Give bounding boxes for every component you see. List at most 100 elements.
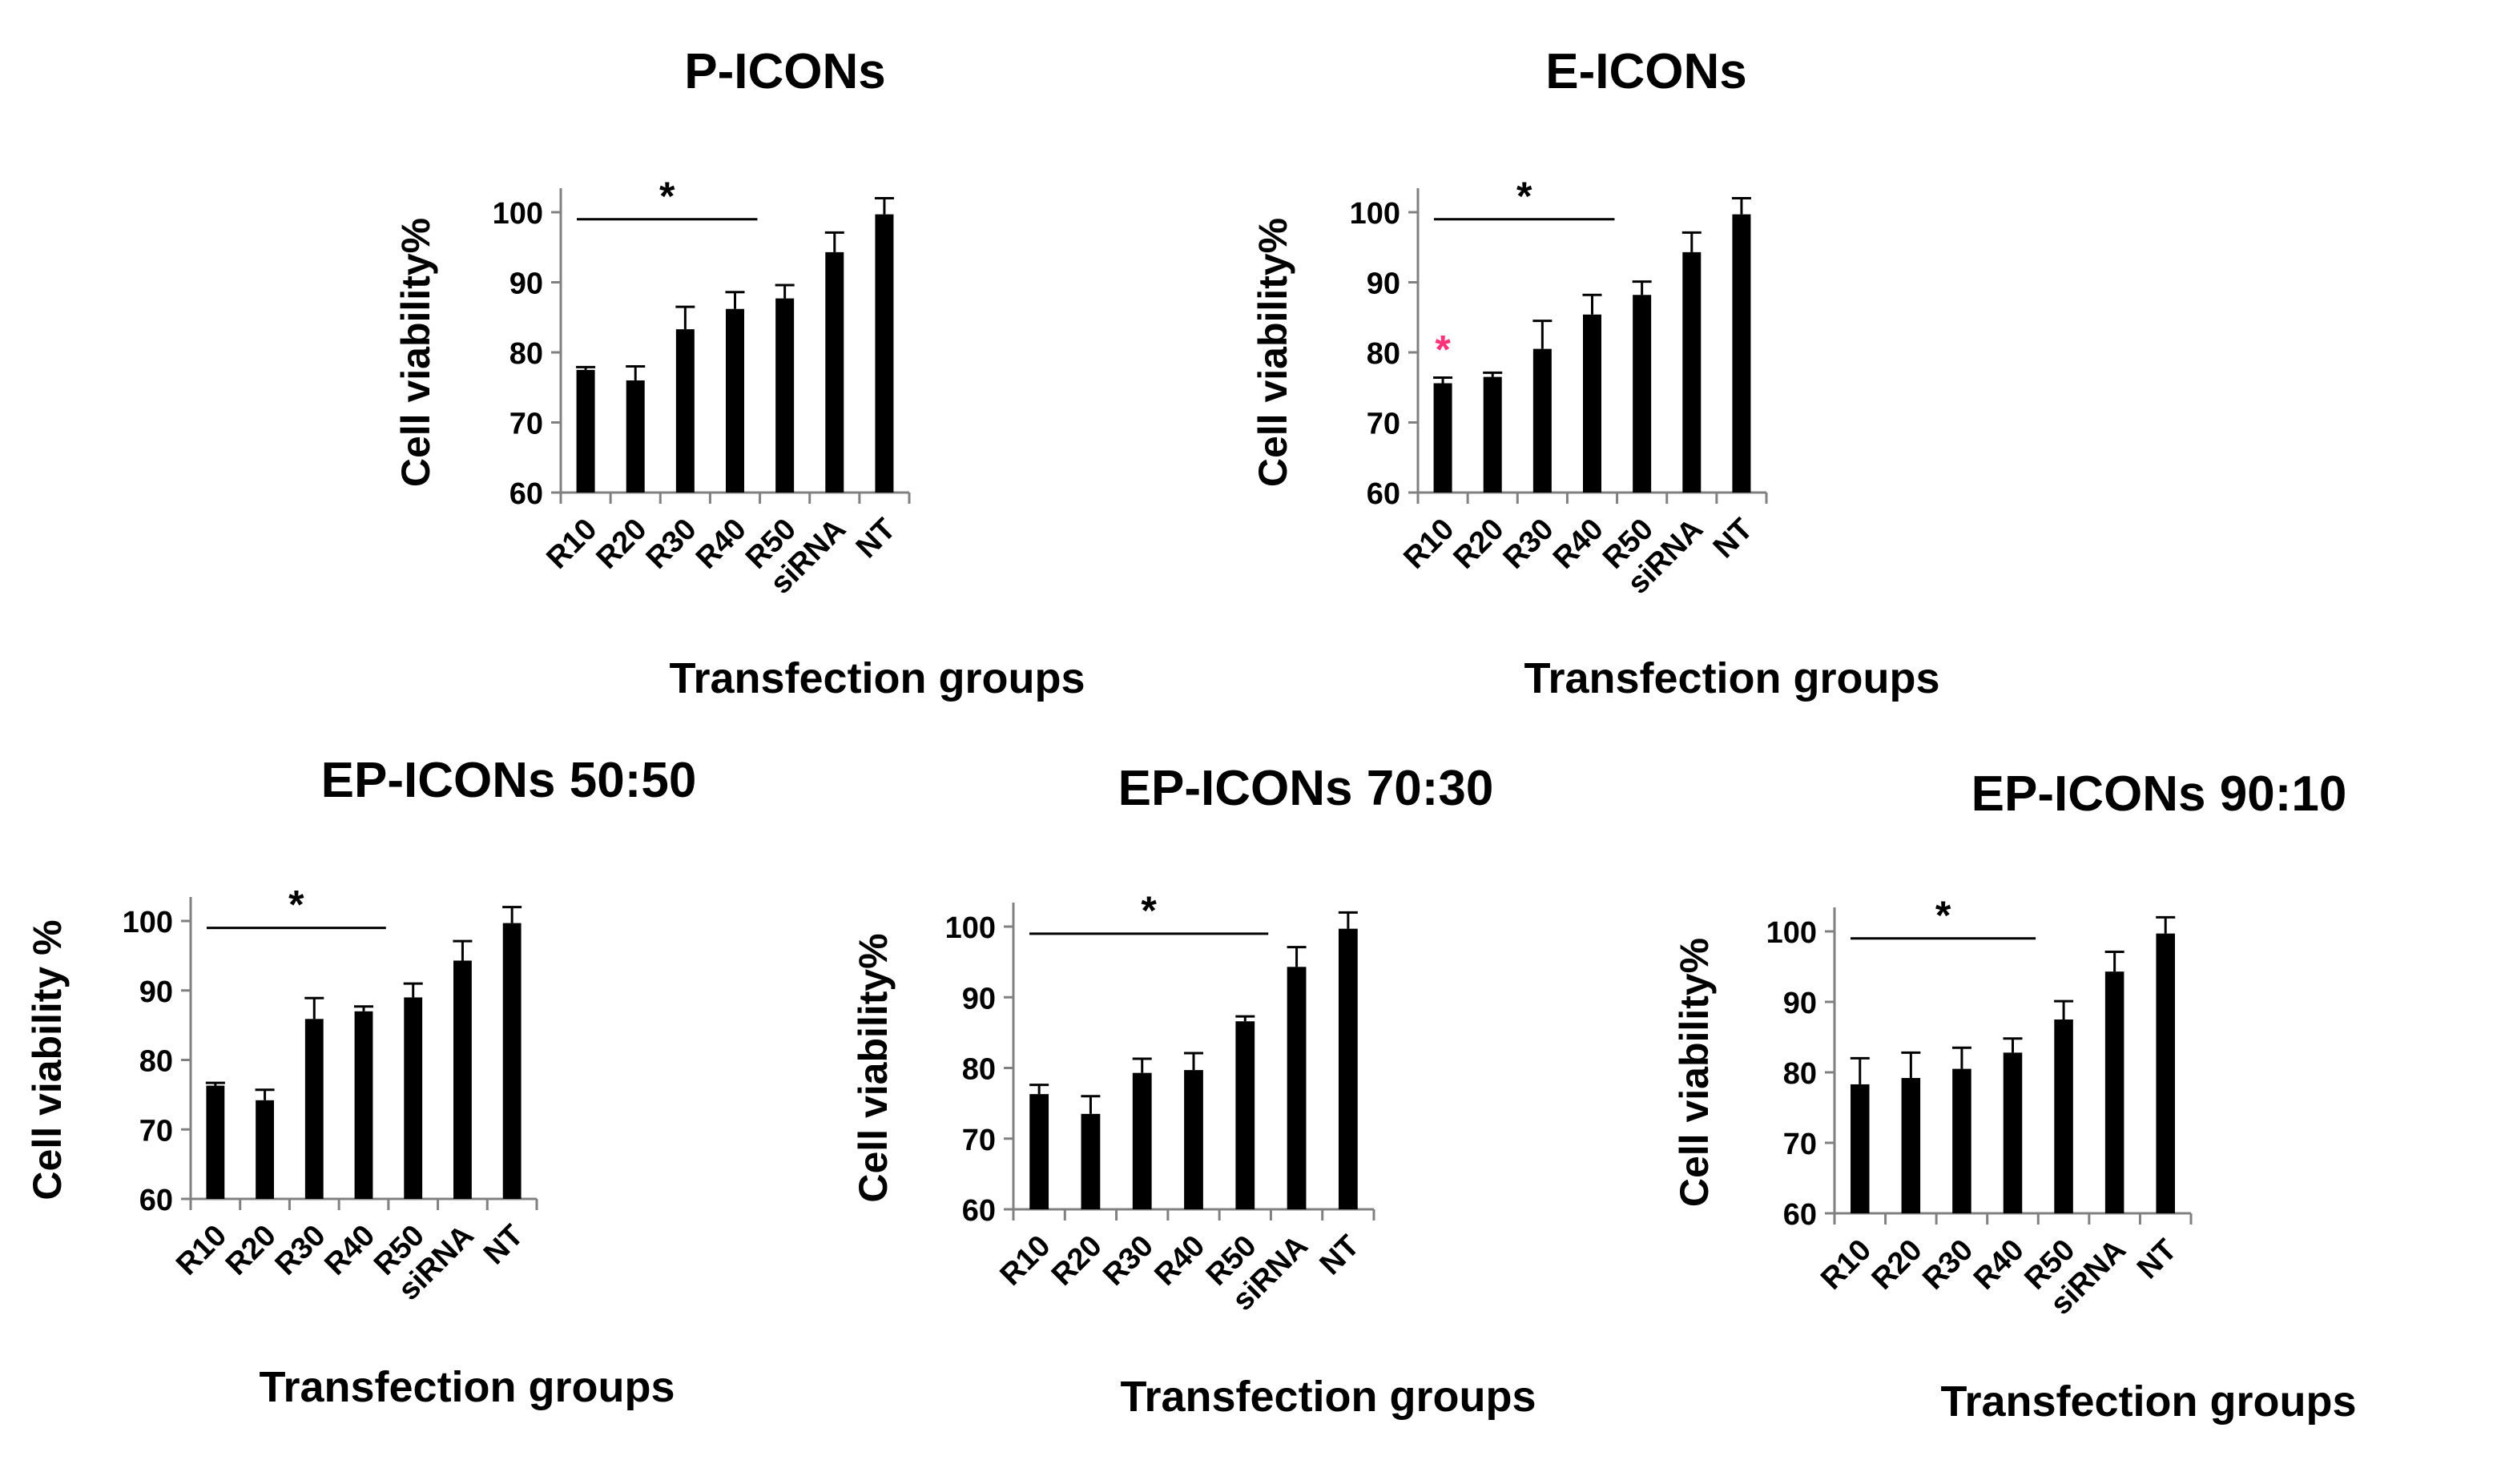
bar bbox=[2156, 933, 2175, 1213]
y-tick-label: 80 bbox=[1367, 337, 1400, 371]
x-tick-label: R40 bbox=[1967, 1233, 2031, 1297]
bar bbox=[2104, 971, 2124, 1213]
chart-title: EP-ICONs 70:30 bbox=[1118, 761, 1494, 816]
x-tick-label: NT bbox=[1314, 1229, 1367, 1282]
chart-title: EP-ICONs 90:10 bbox=[1971, 766, 2347, 822]
bar bbox=[1287, 967, 1307, 1209]
x-tick-label: R40 bbox=[1148, 1229, 1211, 1293]
bar bbox=[1583, 314, 1601, 493]
y-axis-label: Cell viability % bbox=[25, 919, 70, 1200]
bar bbox=[1184, 1070, 1203, 1209]
significance-marker: * bbox=[659, 174, 675, 219]
y-tick-label: 90 bbox=[1367, 267, 1400, 301]
y-axis-label: Cell viability% bbox=[1250, 218, 1295, 487]
y-tick-label: 90 bbox=[962, 982, 996, 1015]
y-tick-label: 80 bbox=[139, 1045, 173, 1079]
x-tick-label: R20 bbox=[219, 1219, 283, 1282]
chart-title: EP-ICONs 50:50 bbox=[321, 753, 697, 808]
panel-ep-icons-90-10: EP-ICONs 90:10 Cell viability% Transfect… bbox=[1672, 766, 2357, 1426]
y-tick-label: 60 bbox=[1367, 477, 1400, 511]
bar bbox=[1633, 295, 1652, 493]
panel-p-icons: P-ICONs Cell viability% Transfection gro… bbox=[393, 44, 1085, 702]
chart-title: E-ICONs bbox=[1545, 44, 1746, 99]
y-tick-label: 70 bbox=[139, 1114, 173, 1148]
x-tick-label: R30 bbox=[1916, 1233, 1979, 1297]
x-tick-label: R30 bbox=[1097, 1229, 1160, 1293]
x-tick-label: R20 bbox=[590, 513, 654, 576]
panel-e-icons: E-ICONs Cell viability% Transfection gro… bbox=[1250, 44, 1940, 702]
x-axis-label: Transfection groups bbox=[1940, 1377, 2356, 1426]
x-axis-label: Transfection groups bbox=[259, 1363, 675, 1411]
x-tick-label: NT bbox=[850, 513, 903, 565]
bar bbox=[256, 1100, 274, 1199]
bar bbox=[1029, 1094, 1049, 1209]
y-tick-label: 80 bbox=[509, 337, 543, 371]
y-tick-label: 90 bbox=[509, 267, 543, 301]
x-tick-label: NT bbox=[1707, 513, 1760, 565]
x-tick-label: R10 bbox=[1814, 1233, 1878, 1297]
bar bbox=[1901, 1078, 1921, 1213]
x-tick-label: R30 bbox=[269, 1219, 332, 1282]
bar bbox=[404, 997, 423, 1199]
y-tick-label: 90 bbox=[139, 975, 173, 1009]
highlight-marker: * bbox=[1435, 328, 1451, 372]
significance-marker: * bbox=[288, 883, 304, 927]
y-tick-label: 90 bbox=[1783, 987, 1817, 1020]
x-axis-label: Transfection groups bbox=[1120, 1373, 1536, 1421]
y-tick-label: 70 bbox=[1367, 408, 1400, 441]
panel-ep-icons-50-50: EP-ICONs 50:50 Cell viability % Transfec… bbox=[25, 753, 696, 1411]
y-tick-label: 70 bbox=[1783, 1128, 1817, 1161]
x-tick-label: R30 bbox=[1497, 513, 1561, 576]
bar bbox=[304, 1019, 324, 1199]
y-tick-label: 70 bbox=[962, 1124, 996, 1157]
bar bbox=[453, 960, 472, 1199]
x-axis-label: Transfection groups bbox=[669, 654, 1085, 702]
bar bbox=[1952, 1068, 1971, 1213]
bar bbox=[775, 298, 795, 493]
y-tick-label: 80 bbox=[962, 1053, 996, 1087]
y-axis-label: Cell viability% bbox=[393, 218, 438, 487]
y-tick-label: 80 bbox=[1783, 1057, 1817, 1091]
x-tick-label: R10 bbox=[170, 1219, 233, 1282]
bar bbox=[626, 380, 645, 493]
bar bbox=[726, 308, 744, 493]
y-tick-label: 60 bbox=[1783, 1198, 1817, 1232]
y-tick-label: 100 bbox=[945, 911, 996, 945]
chart-title: P-ICONs bbox=[684, 44, 885, 99]
bar bbox=[206, 1085, 225, 1199]
bar bbox=[1851, 1084, 1870, 1213]
bar bbox=[1682, 251, 1702, 493]
x-tick-label: R40 bbox=[318, 1219, 381, 1282]
y-tick-label: 100 bbox=[493, 197, 543, 231]
y-tick-label: 70 bbox=[509, 408, 543, 441]
x-tick-label: R20 bbox=[1448, 513, 1511, 576]
bar bbox=[1483, 376, 1502, 493]
bar bbox=[1235, 1021, 1255, 1209]
x-tick-label: NT bbox=[2131, 1233, 2184, 1286]
y-axis-label: Cell viability% bbox=[851, 933, 896, 1202]
x-tick-label: R30 bbox=[640, 513, 703, 576]
x-tick-label: R20 bbox=[1045, 1229, 1109, 1293]
y-tick-label: 60 bbox=[509, 477, 543, 511]
bar bbox=[354, 1011, 373, 1199]
x-tick-label: R40 bbox=[690, 513, 753, 576]
significance-marker: * bbox=[1935, 893, 1951, 938]
x-tick-label: R10 bbox=[1397, 513, 1460, 576]
bar bbox=[2003, 1052, 2023, 1213]
bar bbox=[2054, 1019, 2073, 1213]
x-tick-label: R10 bbox=[540, 513, 603, 576]
bar bbox=[576, 369, 595, 493]
y-tick-label: 60 bbox=[139, 1184, 173, 1217]
bar bbox=[875, 214, 894, 493]
significance-marker: * bbox=[1516, 174, 1532, 219]
bar bbox=[502, 923, 522, 1199]
bar bbox=[1433, 383, 1452, 493]
bar bbox=[1338, 928, 1358, 1209]
x-tick-label: R40 bbox=[1547, 513, 1610, 576]
bar bbox=[1081, 1113, 1101, 1209]
bar bbox=[1532, 348, 1552, 493]
x-tick-label: R20 bbox=[1866, 1233, 1929, 1297]
y-tick-label: 100 bbox=[123, 906, 173, 939]
bar bbox=[1132, 1072, 1152, 1209]
